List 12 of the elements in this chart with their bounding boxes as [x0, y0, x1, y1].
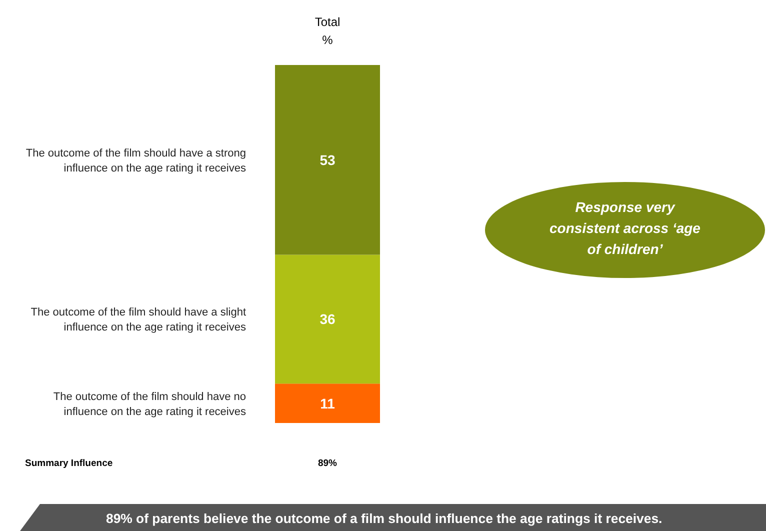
data-label: 11 — [320, 395, 336, 412]
text: The outcome of the film should have no influence on the age rating it receives — [53, 390, 246, 418]
text: 89% — [318, 458, 338, 469]
chart-title: Total — [314, 15, 340, 29]
text: Response very consistent across ‘age of children’ — [550, 199, 701, 257]
text: The outcome of the film should have a slight influence on the age rating it receives — [30, 306, 246, 334]
data-label: 36 — [320, 311, 336, 328]
chart-subtitle: % — [322, 33, 334, 47]
text: The outcome of the film should have a strong influence on the age rating it receives — [26, 147, 246, 174]
text: Summary Influence — [25, 458, 113, 469]
data-label: 53 — [320, 152, 336, 168]
text: 89% of parents believe the outcome of a film should influence the age ratings it receives. — [106, 511, 662, 526]
